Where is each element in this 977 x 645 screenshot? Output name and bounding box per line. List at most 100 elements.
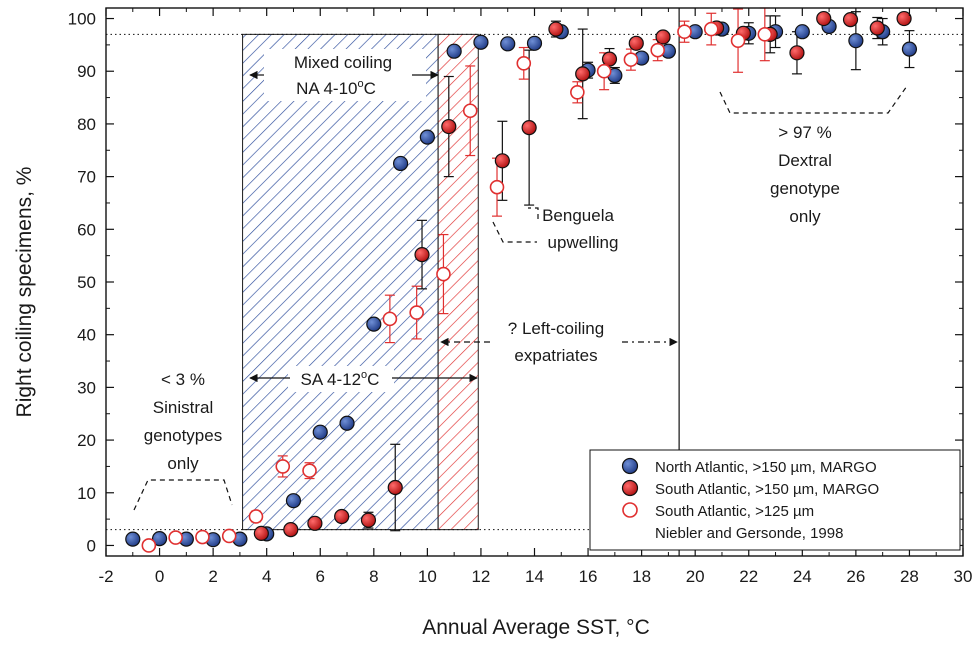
point-south-atlantic-margo bbox=[360, 512, 377, 528]
y-tick-label: 20 bbox=[77, 431, 96, 450]
sinistral-only-label: only bbox=[167, 454, 199, 473]
point-north-atlantic bbox=[125, 531, 141, 547]
point-south-atlantic-niebler bbox=[302, 463, 317, 478]
x-tick-label: 26 bbox=[846, 567, 865, 586]
x-tick-label: 2 bbox=[208, 567, 217, 586]
point-south-atlantic-niebler bbox=[168, 530, 183, 545]
point-north-atlantic bbox=[848, 33, 864, 49]
point-south-atlantic-margo bbox=[601, 51, 618, 67]
point-north-atlantic bbox=[473, 34, 489, 50]
legend-marker-south-atlantic-margo bbox=[621, 479, 639, 497]
x-tick-label: 18 bbox=[632, 567, 651, 586]
point-south-atlantic-margo bbox=[842, 11, 859, 28]
dextral-genotype-label: genotype bbox=[770, 179, 840, 198]
x-axis-ticks: -2 0 2 4 6 8 10 12 14 16 18 20 22 24 26 28 30 bbox=[98, 8, 972, 586]
dextral-label: Dextral bbox=[778, 151, 832, 170]
dextral-percent-label: > 97 % bbox=[778, 123, 831, 142]
sinistral-bracket bbox=[133, 479, 233, 511]
y-tick-label: 50 bbox=[77, 273, 96, 292]
mixed-coiling-label: Mixed coiling bbox=[294, 53, 392, 72]
sa-range-label: SA 4-12oC bbox=[301, 369, 380, 389]
point-south-atlantic-margo bbox=[414, 247, 430, 263]
legend-marker-south-atlantic-niebler bbox=[622, 502, 638, 518]
y-tick-label: 70 bbox=[77, 168, 96, 187]
point-south-atlantic-niebler bbox=[730, 33, 746, 48]
x-tick-label: 0 bbox=[155, 567, 164, 586]
x-tick-label: 8 bbox=[369, 567, 378, 586]
x-tick-label: 4 bbox=[262, 567, 271, 586]
y-tick-label: 80 bbox=[77, 115, 96, 134]
annotations: Mixed coiling NA 4-10oC SA 4-12oC ? Left… bbox=[144, 49, 840, 473]
point-south-atlantic-margo bbox=[548, 21, 564, 37]
point-south-atlantic-niebler bbox=[248, 509, 264, 524]
mixed-coiling-region bbox=[242, 33, 439, 531]
point-north-atlantic bbox=[794, 24, 810, 40]
point-south-atlantic-niebler bbox=[489, 179, 505, 195]
point-north-atlantic bbox=[419, 129, 435, 145]
point-north-atlantic bbox=[392, 155, 409, 172]
x-axis-label: Annual Average SST, °C bbox=[422, 616, 649, 639]
point-south-atlantic-niebler bbox=[677, 24, 692, 40]
point-south-atlantic-niebler bbox=[141, 538, 157, 553]
x-tick-label: 14 bbox=[525, 567, 544, 586]
point-south-atlantic-niebler bbox=[275, 459, 291, 474]
y-axis-label: Right coiling specimens, % bbox=[13, 167, 36, 418]
x-tick-label: 12 bbox=[471, 567, 490, 586]
point-south-atlantic-margo bbox=[869, 20, 885, 36]
x-tick-label: 30 bbox=[954, 567, 973, 586]
benguela-bracket-left bbox=[492, 221, 537, 243]
legend: North Atlantic, >150 µm, MARGO South Atl… bbox=[589, 449, 961, 551]
y-axis-ticks: 0 10 20 30 40 50 60 70 80 90 100 bbox=[68, 10, 963, 555]
point-north-atlantic bbox=[526, 35, 543, 51]
y-tick-label: 100 bbox=[68, 10, 96, 29]
point-south-atlantic-niebler bbox=[516, 56, 532, 71]
annotation-leaders bbox=[133, 70, 908, 511]
point-south-atlantic-niebler bbox=[703, 21, 719, 37]
point-south-atlantic-margo bbox=[628, 35, 644, 51]
x-tick-label: 10 bbox=[418, 567, 437, 586]
point-south-atlantic-niebler bbox=[436, 266, 451, 282]
point-south-atlantic-niebler bbox=[650, 42, 665, 58]
point-north-atlantic bbox=[312, 424, 328, 440]
point-south-atlantic-margo bbox=[494, 153, 510, 169]
point-south-atlantic-niebler bbox=[623, 52, 639, 67]
point-south-atlantic-margo bbox=[521, 120, 537, 136]
x-tick-label: 24 bbox=[793, 567, 812, 586]
sa-range-label-bg bbox=[288, 366, 394, 392]
y-tick-label: 0 bbox=[87, 536, 96, 555]
y-tick-label: 90 bbox=[77, 62, 96, 81]
legend-label-niebler-reference: Niebler and Gersonde, 1998 bbox=[655, 525, 843, 542]
point-north-atlantic bbox=[901, 41, 918, 57]
axes: -2 0 2 4 6 8 10 12 14 16 18 20 22 24 26 28 30 0102030405… bbox=[68, 7, 972, 586]
upwelling-label: upwelling bbox=[548, 233, 619, 252]
left-coiling-label: ? Left-coiling bbox=[508, 319, 604, 338]
benguela-bracket-right bbox=[528, 207, 539, 219]
point-south-atlantic-margo bbox=[307, 515, 323, 531]
point-north-atlantic bbox=[285, 493, 302, 509]
y-tick-label: 60 bbox=[77, 220, 96, 239]
point-south-atlantic-margo bbox=[896, 10, 912, 27]
legend-label-north-atlantic: North Atlantic, >150 µm, MARGO bbox=[655, 459, 877, 476]
dextral-bracket bbox=[719, 85, 908, 114]
data-points bbox=[125, 10, 918, 553]
point-north-atlantic bbox=[151, 531, 168, 547]
legend-box bbox=[589, 449, 961, 551]
point-south-atlantic-niebler bbox=[757, 27, 773, 42]
point-south-atlantic-niebler bbox=[195, 529, 210, 545]
point-north-atlantic bbox=[366, 316, 382, 332]
x-tick-label: 6 bbox=[316, 567, 325, 586]
y-tick-label: 10 bbox=[77, 484, 96, 503]
legend-label-south-atlantic-margo: South Atlantic, >150 µm, MARGO bbox=[655, 481, 879, 498]
point-south-atlantic-niebler bbox=[382, 311, 398, 327]
expatriates-label: expatriates bbox=[514, 346, 597, 365]
shaded-regions bbox=[242, 33, 479, 531]
point-south-atlantic-margo bbox=[334, 508, 350, 525]
y-tick-label: 40 bbox=[77, 326, 96, 345]
sinistral-percent-label: < 3 % bbox=[161, 370, 205, 389]
point-south-atlantic-margo bbox=[789, 45, 805, 61]
point-south-atlantic-niebler bbox=[570, 85, 585, 100]
sinistral-label: Sinistral bbox=[153, 398, 213, 417]
point-south-atlantic-niebler bbox=[409, 305, 424, 320]
point-south-atlantic-margo bbox=[575, 66, 591, 82]
legend-marker-north-atlantic bbox=[621, 457, 639, 475]
